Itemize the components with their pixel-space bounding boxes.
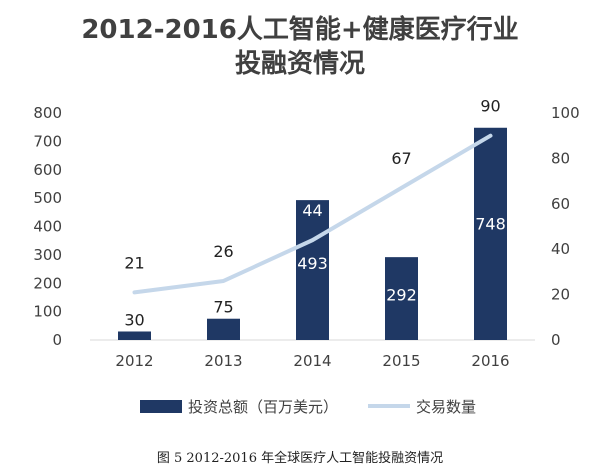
bar-data-label: 30: [124, 310, 144, 329]
x-tick-label: 2016: [471, 352, 509, 370]
y-left-tick-label: 500: [33, 189, 62, 207]
chart-title-line1: 2012-2016人工智能+健康医疗行业: [81, 15, 519, 45]
y-left-tick-label: 200: [33, 274, 62, 292]
y-right-tick-label: 100: [551, 104, 580, 122]
bar-data-label: 748: [475, 214, 506, 233]
x-tick-label: 2014: [293, 352, 331, 370]
legend-label-bar: 投资总额（百万美元）: [188, 398, 338, 416]
bar-investment: [385, 257, 418, 340]
x-tick-label: 2015: [382, 352, 420, 370]
figure-caption: 图 5 2012-2016 年全球医疗人工智能投融资情况: [156, 451, 444, 466]
y-left-tick-label: 300: [33, 246, 62, 264]
bar-investment: [118, 331, 151, 340]
line-deal-count: [132, 133, 493, 295]
y-left-tick-label: 800: [33, 104, 62, 122]
y-left-tick-label: 400: [33, 218, 62, 236]
chart-canvas: 0 100 200 300 400 500 600 700 800 0 20 40 60 80 100 201…: [33, 97, 580, 416]
line-data-label: 67: [391, 149, 411, 168]
y-right-tick-label: 0: [551, 331, 561, 349]
y-right-tick-label: 40: [551, 240, 570, 258]
line-data-label: 26: [213, 242, 233, 261]
line-data-label: 21: [124, 253, 144, 272]
bar-data-label: 75: [213, 298, 233, 317]
y-left-tick-label: 600: [33, 161, 62, 179]
x-tick-label: 2012: [115, 352, 153, 370]
y-right-tick-label: 60: [551, 195, 570, 213]
bar-data-label: 292: [386, 285, 417, 304]
line-data-label: 90: [480, 97, 500, 116]
chart-title-line2: 投融资情况: [234, 49, 365, 79]
bar-investment: [474, 127, 507, 340]
bar-investment: [296, 200, 329, 340]
y-left-tick-label: 700: [33, 132, 62, 150]
y-left-tick-label: 100: [33, 303, 62, 321]
legend-swatch-bar: [140, 400, 182, 413]
y-right-tick-label: 20: [551, 286, 570, 304]
y-left-tick-label: 0: [52, 331, 62, 349]
legend-label-line: 交易数量: [416, 398, 476, 416]
line-data-label: 44: [302, 201, 322, 220]
y-right-tick-label: 80: [551, 149, 570, 167]
bar-investment: [207, 318, 240, 340]
x-tick-label: 2013: [204, 352, 242, 370]
bar-data-label: 493: [297, 254, 328, 273]
